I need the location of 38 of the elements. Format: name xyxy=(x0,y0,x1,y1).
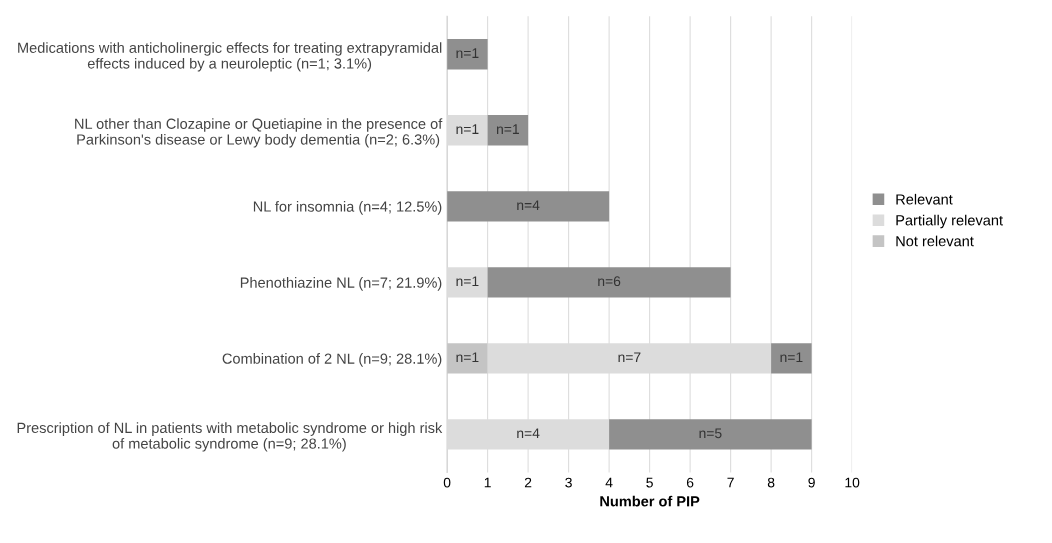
x-tick-label: 10 xyxy=(845,477,860,488)
y-tick-label: Combination of 2 NL (n=9; 28.1%) xyxy=(222,353,442,367)
data-label: n=1 xyxy=(456,352,479,362)
x-tick-label: 4 xyxy=(605,477,613,488)
data-label: n=4 xyxy=(517,200,540,210)
bar xyxy=(447,39,488,70)
x-axis-title: Number of PIP xyxy=(600,495,700,507)
bar xyxy=(447,191,610,222)
data-label: n=1 xyxy=(780,352,803,362)
x-tick-label: 3 xyxy=(565,477,572,488)
legend-label: Partially relevant xyxy=(896,214,1003,229)
legend-label: Not relevant xyxy=(896,235,974,247)
bar xyxy=(487,267,731,298)
data-label: n=1 xyxy=(456,48,479,58)
legend-label: Relevant xyxy=(896,193,953,205)
x-tick-label: 2 xyxy=(524,477,532,488)
x-tick-label: 1 xyxy=(484,477,491,488)
y-tick-label: NL other than Clozapine or Quetiapine in the presence of Parkinson's disease or Lewy body dementia (n=2; 6.3%) xyxy=(75,118,443,148)
y-tick-label: NL for insomnia (n=4; 12.5%) xyxy=(253,201,442,215)
data-label: n=1 xyxy=(456,124,479,134)
x-tick-label: 8 xyxy=(767,477,775,488)
x-tick-label: 9 xyxy=(808,477,815,488)
data-label: n=1 xyxy=(497,124,519,134)
data-label: n=4 xyxy=(517,428,540,438)
x-tick-label: 7 xyxy=(727,477,734,488)
y-tick-label: Prescription of NL in patients with metabolic syndrome or high risk of metabolic syndrome (n=9; 28.1%) xyxy=(17,422,443,452)
data-label: n=7 xyxy=(618,352,641,362)
y-tick-label: Medications with anticholinergic effects for treating extrapyramidal effects induced by a neuroleptic (n=1; 3.1%) xyxy=(18,42,442,72)
bar xyxy=(487,115,529,146)
data-label: n=1 xyxy=(456,276,479,286)
bar xyxy=(609,419,812,450)
data-label: n=6 xyxy=(598,276,621,287)
x-tick-label: 6 xyxy=(686,477,694,488)
x-tick-label: 0 xyxy=(443,477,451,488)
bar xyxy=(771,343,812,374)
y-tick-label: Phenothiazine NL (n=7; 21.9%) xyxy=(240,277,442,291)
x-tick-label: 5 xyxy=(646,477,653,488)
data-label: n=5 xyxy=(699,428,722,439)
